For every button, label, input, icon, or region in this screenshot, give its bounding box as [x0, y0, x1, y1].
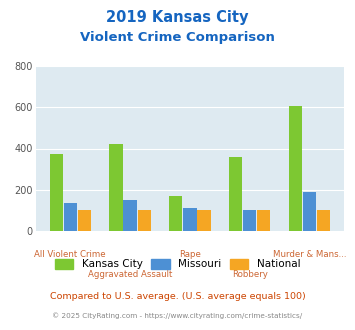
Text: Compared to U.S. average. (U.S. average equals 100): Compared to U.S. average. (U.S. average … [50, 292, 305, 301]
Text: Violent Crime Comparison: Violent Crime Comparison [80, 31, 275, 44]
Text: Aggravated Assault: Aggravated Assault [88, 270, 172, 279]
Text: Murder & Mans...: Murder & Mans... [273, 250, 346, 259]
Bar [317, 211, 330, 231]
Bar [229, 157, 242, 231]
Bar [257, 211, 271, 231]
Bar [243, 211, 256, 231]
Bar [137, 211, 151, 231]
Bar [50, 154, 63, 231]
Bar [183, 208, 197, 231]
Bar [289, 106, 302, 231]
Text: © 2025 CityRating.com - https://www.cityrating.com/crime-statistics/: © 2025 CityRating.com - https://www.city… [53, 312, 302, 318]
Text: 2019 Kansas City: 2019 Kansas City [106, 10, 249, 25]
Bar [78, 211, 91, 231]
Text: Robbery: Robbery [232, 270, 268, 279]
Bar [303, 192, 316, 231]
Bar [169, 196, 182, 231]
Legend: Kansas City, Missouri, National: Kansas City, Missouri, National [50, 254, 305, 274]
Bar [124, 200, 137, 231]
Bar [64, 203, 77, 231]
Bar [109, 145, 122, 231]
Text: Rape: Rape [179, 250, 201, 259]
Text: All Violent Crime: All Violent Crime [34, 250, 106, 259]
Bar [197, 211, 211, 231]
